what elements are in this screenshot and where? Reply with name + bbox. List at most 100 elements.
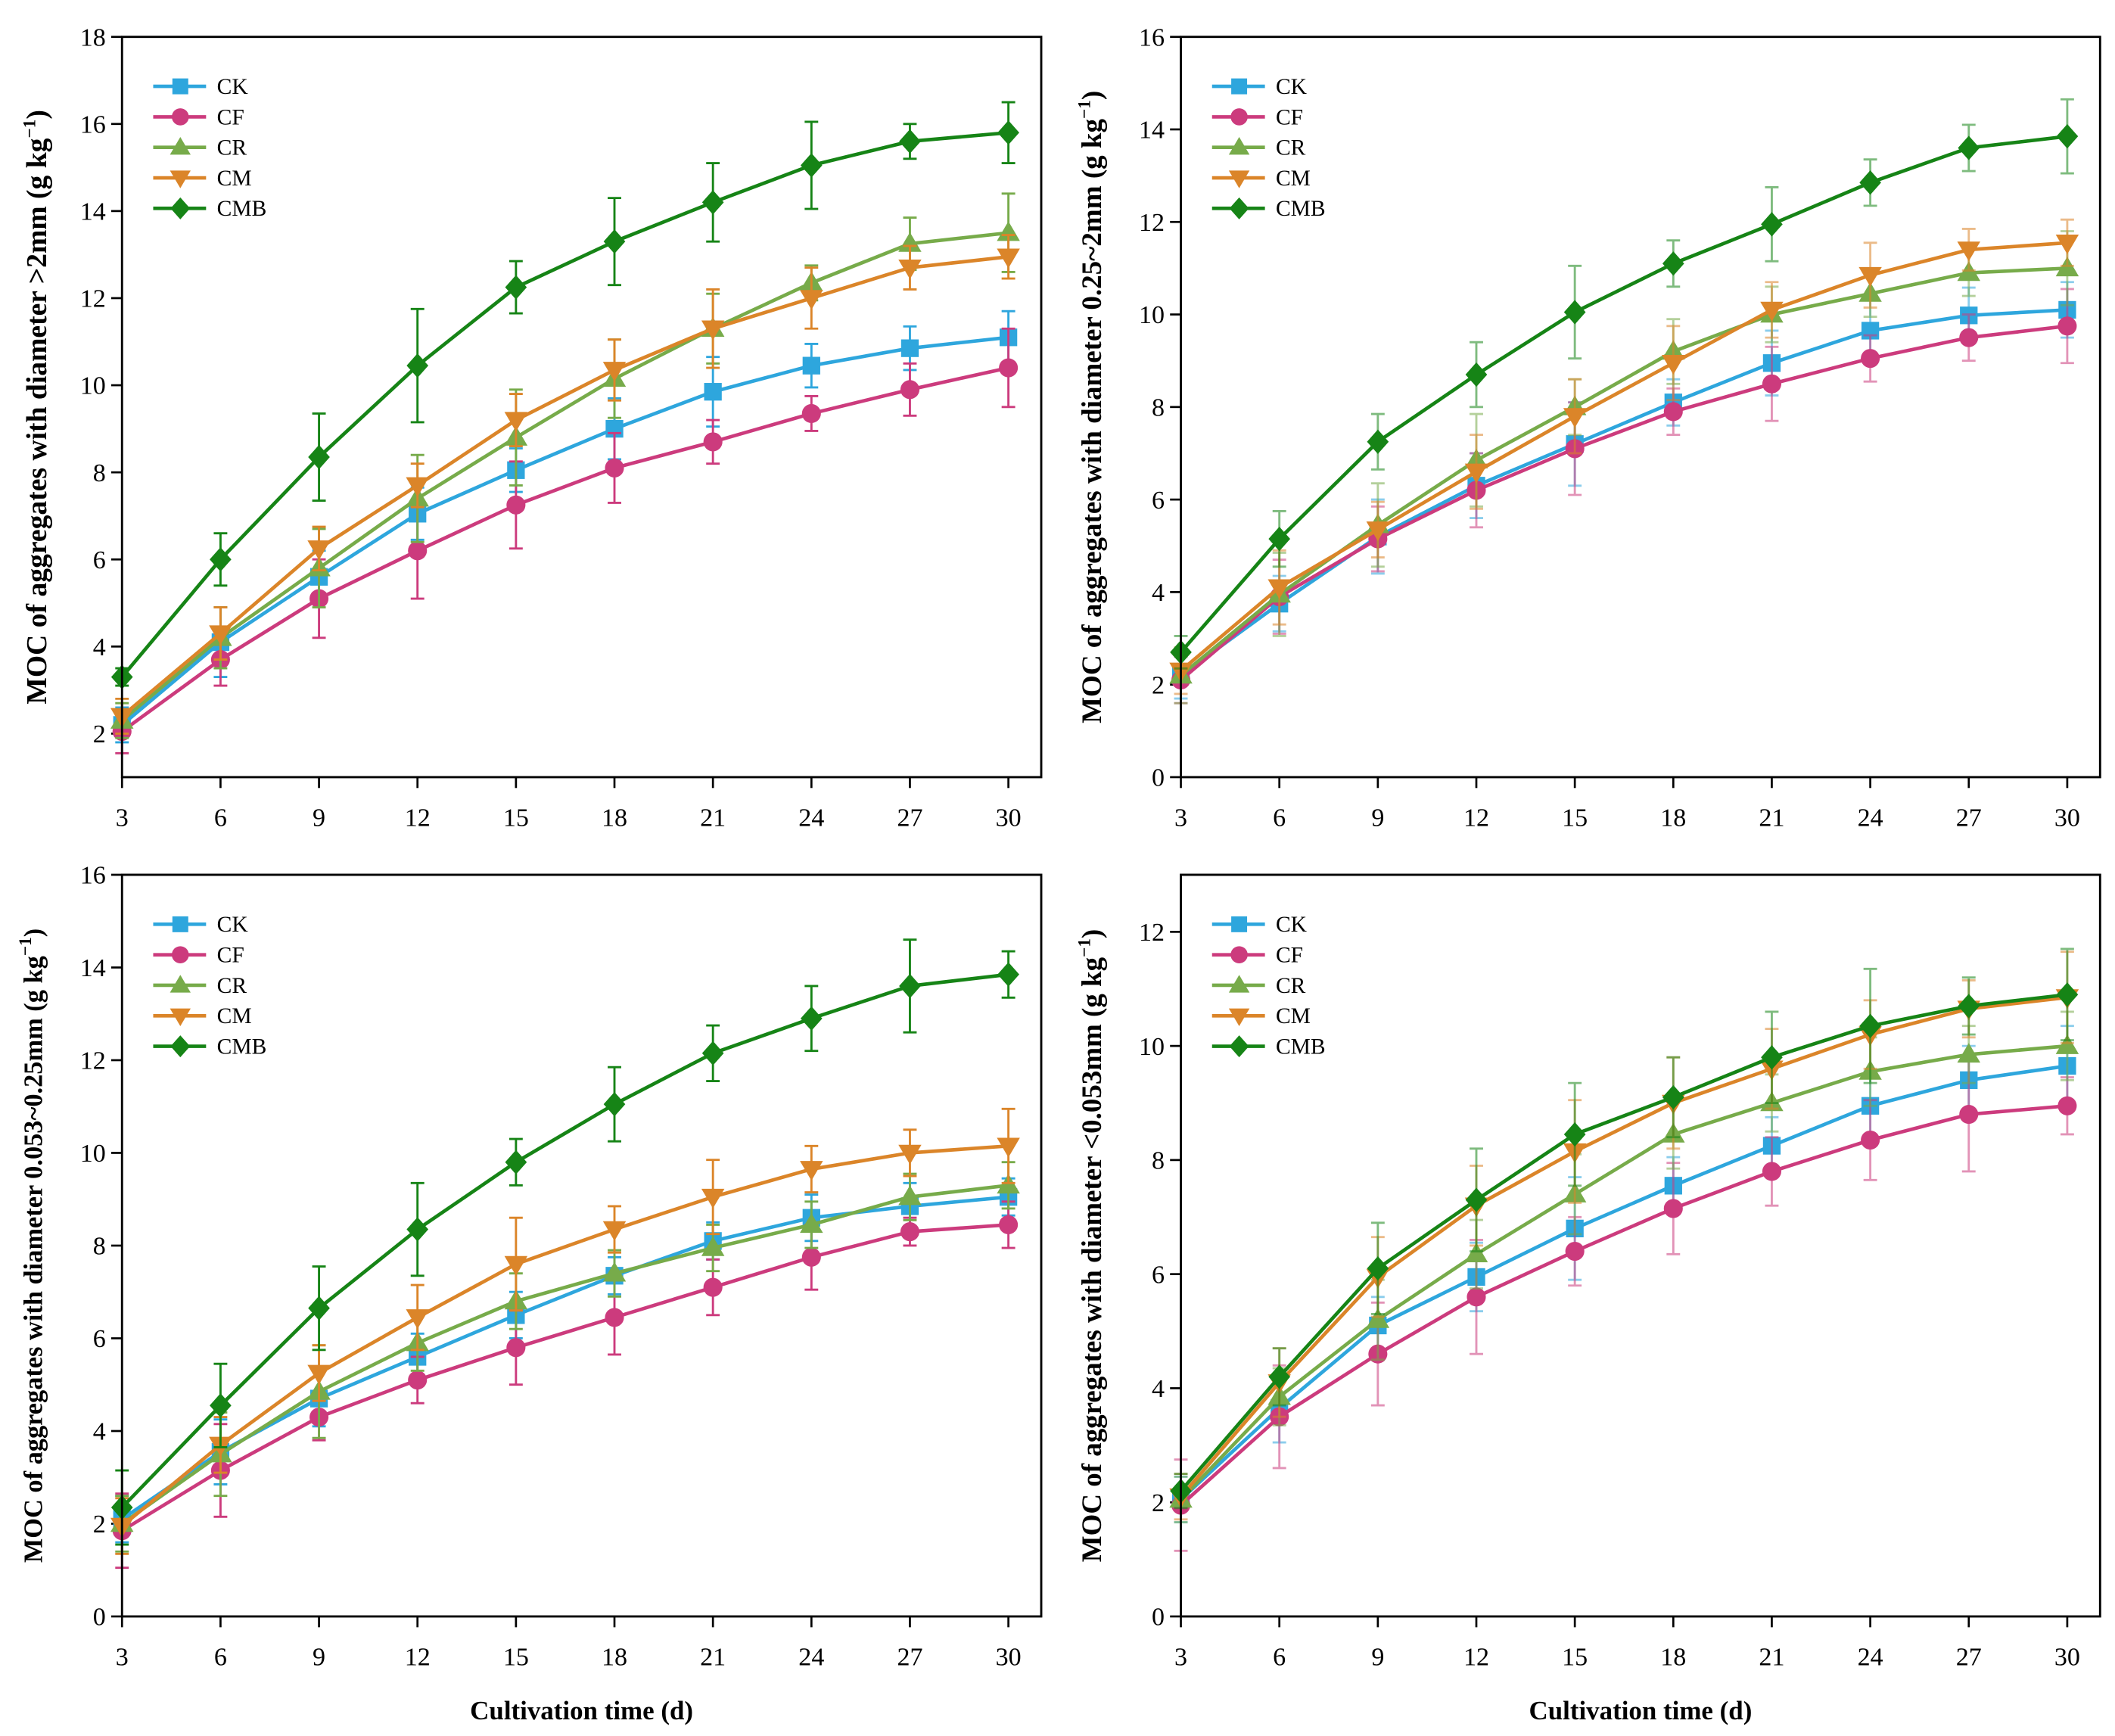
- data-point-CF: [1762, 374, 1781, 394]
- legend-marker-CF: [172, 108, 189, 126]
- data-point-CMB: [2056, 124, 2079, 149]
- y-tick-label: 4: [93, 1418, 106, 1446]
- data-point-CM: [307, 540, 331, 561]
- data-point-CMB: [2056, 982, 2079, 1007]
- data-point-CMB: [210, 547, 232, 572]
- series-line-CMB: [1179, 992, 2068, 1492]
- x-tick-label: 24: [798, 1644, 824, 1672]
- data-point-CM: [1760, 301, 1784, 322]
- data-point-CR: [602, 1262, 627, 1282]
- legend-marker-CK: [172, 916, 188, 932]
- data-point-CMB: [505, 275, 527, 300]
- data-point-CK: [704, 383, 722, 401]
- y-tick-label: 14: [80, 198, 106, 226]
- y-tick-label: 6: [93, 546, 106, 574]
- legend-label-CF: CF: [217, 105, 244, 129]
- legend-label-CR: CR: [217, 136, 247, 160]
- data-point-CM: [1563, 408, 1587, 428]
- data-point-CMB: [210, 1393, 232, 1418]
- series-CK: [1171, 1025, 2076, 1524]
- y-tick-label: 2: [93, 1510, 106, 1538]
- legend-marker-CMB: [170, 197, 191, 219]
- legend-marker-CR: [170, 975, 191, 993]
- data-point-CR: [1366, 1308, 1390, 1328]
- series-line-CM: [120, 1143, 1009, 1528]
- y-tick-label: 0: [1152, 1604, 1165, 1632]
- data-point-CMB: [1465, 1187, 1488, 1212]
- y-tick-label: 2: [1152, 1489, 1165, 1517]
- y-axis-label: MOC of aggregates with diameter <0.053mm…: [1075, 929, 1108, 1563]
- legend-label-CR: CR: [1276, 136, 1306, 160]
- data-point-CF: [605, 1308, 624, 1327]
- data-point-CM: [898, 1144, 922, 1165]
- data-point-CM: [997, 1137, 1020, 1158]
- x-tick-label: 18: [602, 804, 627, 832]
- data-point-CMB: [1563, 1122, 1586, 1147]
- data-point-CF: [506, 1338, 526, 1358]
- data-point-CF: [1861, 1130, 1880, 1150]
- x-tick-label: 27: [897, 1644, 922, 1672]
- legend-marker-CM: [170, 1008, 191, 1026]
- x-tick-label: 3: [1174, 804, 1187, 832]
- data-point-CF: [1663, 1199, 1683, 1218]
- y-tick-label: 18: [80, 23, 106, 51]
- y-tick-label: 4: [93, 633, 106, 661]
- series-line-CK: [1180, 308, 2068, 677]
- plot-frame: [1180, 36, 2101, 779]
- legend-item-CM: CM: [153, 1004, 252, 1028]
- x-tick-label: 3: [1174, 1644, 1187, 1672]
- series-CMB: [110, 938, 1019, 1546]
- series-line-CMB: [120, 130, 1009, 679]
- data-point-CMB: [1761, 1045, 1783, 1070]
- x-tick-label: 24: [1858, 804, 1883, 832]
- legend: CK CF CR CM CMB: [153, 913, 266, 1059]
- data-point-CK: [900, 339, 919, 357]
- legend-label-CK: CK: [1276, 913, 1308, 937]
- y-tick-label: 4: [1152, 1375, 1165, 1403]
- legend-marker-CF: [172, 946, 189, 963]
- x-tick-label: 12: [1463, 1644, 1489, 1672]
- x-tick-label: 21: [1759, 804, 1784, 832]
- y-tick-label: 10: [80, 372, 106, 400]
- series-line-CMB: [1179, 134, 2068, 654]
- series-line-CF: [1180, 324, 2068, 682]
- data-point-CM: [1662, 354, 1685, 375]
- x-tick-label: 9: [313, 804, 325, 832]
- y-tick-label: 6: [93, 1325, 106, 1353]
- series-CM: [110, 234, 1020, 735]
- data-point-CMB: [1761, 212, 1783, 237]
- y-tick-label: 4: [1152, 579, 1165, 607]
- data-point-CM: [307, 1364, 331, 1385]
- x-tick-label: 12: [405, 1644, 431, 1672]
- x-tick-label: 21: [1759, 1644, 1784, 1672]
- series-line-CF: [121, 1223, 1009, 1532]
- x-tick-label: 18: [1660, 804, 1686, 832]
- data-point-CF: [408, 541, 428, 561]
- data-point-CMB: [701, 1041, 724, 1066]
- legend-label-CMB: CMB: [1276, 1034, 1326, 1059]
- data-point-CMB: [603, 229, 626, 254]
- y-tick-label: 14: [1139, 117, 1165, 145]
- data-point-CF: [605, 458, 624, 478]
- y-tick-label: 12: [80, 1047, 106, 1075]
- legend-label-CM: CM: [1276, 1004, 1311, 1028]
- legend: CK CF CR CM CMB: [1211, 913, 1326, 1059]
- data-point-CF: [506, 495, 526, 515]
- x-tick-label: 9: [313, 1644, 325, 1672]
- y-tick-label: 10: [80, 1140, 106, 1168]
- series-line-CK: [120, 335, 1009, 726]
- series-line-CF: [1179, 1103, 2068, 1507]
- legend-item-CMB: CMB: [153, 1034, 266, 1059]
- data-point-CMB: [1268, 526, 1291, 552]
- series-CMB: [1170, 947, 2079, 1510]
- y-tick-label: 12: [1139, 209, 1165, 237]
- data-point-CF: [1861, 349, 1880, 369]
- data-point-CM: [800, 290, 823, 310]
- data-point-CF: [1565, 1241, 1585, 1262]
- x-tick-label: 24: [1858, 1644, 1883, 1672]
- legend-label-CR: CR: [1276, 974, 1306, 998]
- data-point-CMB: [1465, 362, 1488, 387]
- y-axis-label: MOC of aggregates with diameter >2mm (g …: [20, 110, 53, 705]
